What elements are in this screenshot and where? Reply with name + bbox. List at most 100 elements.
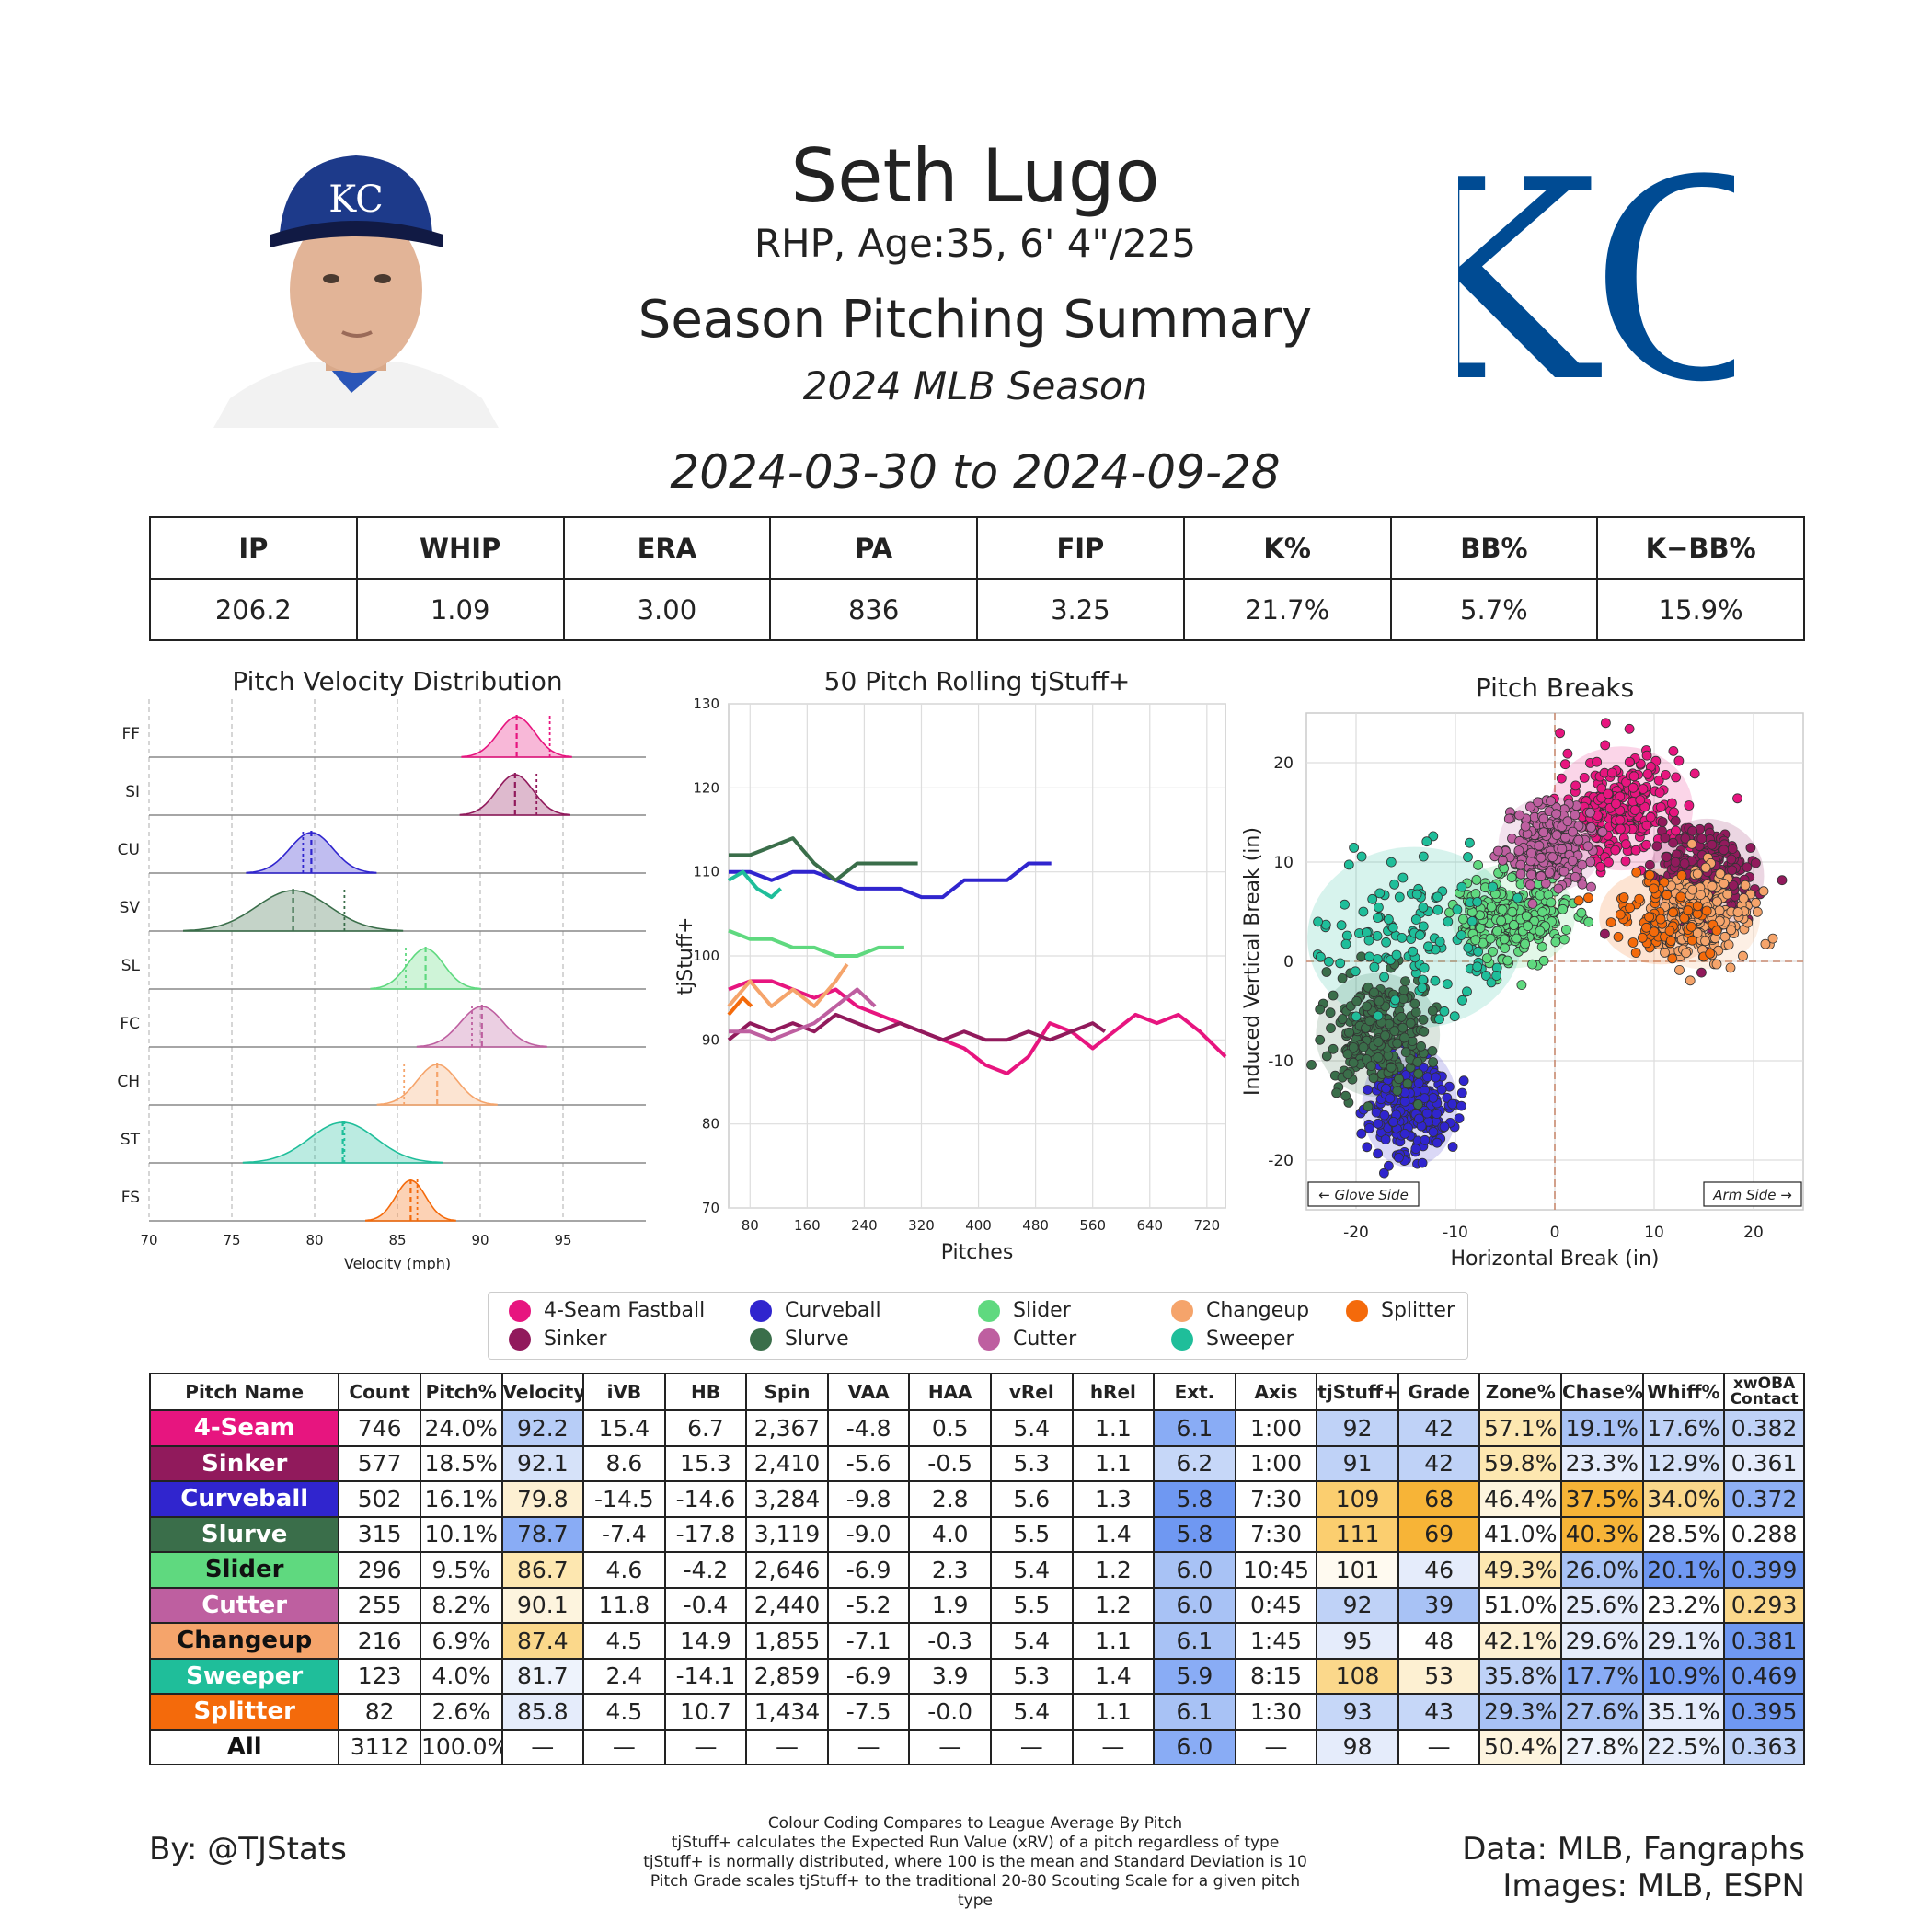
break-point (1740, 880, 1751, 891)
pitch-table-cell: 6.9% (419, 1622, 503, 1660)
break-point (1674, 964, 1685, 975)
break-point (1627, 782, 1639, 793)
pitch-table-cell: 59.8% (1478, 1444, 1563, 1482)
legend-item: Slurve (750, 1327, 849, 1352)
break-point (1692, 868, 1703, 880)
pitch-table-cell: 1.2 (1071, 1586, 1156, 1624)
break-point (1399, 1096, 1410, 1107)
pitch-table-cell: -5.6 (826, 1444, 911, 1482)
break-point (1363, 1101, 1374, 1112)
break-point (1642, 769, 1653, 779)
break-point (1380, 1030, 1391, 1041)
break-point (1641, 820, 1652, 831)
arm-side-label: Arm Side → (1712, 1187, 1792, 1203)
break-point (1358, 906, 1369, 917)
break-point (1649, 883, 1659, 894)
pitch-name-cell: Splitter (148, 1693, 340, 1731)
break-point (1521, 911, 1532, 922)
break-point (1523, 921, 1534, 932)
break-point (1463, 852, 1473, 862)
pitch-table-cell: 111 (1316, 1515, 1399, 1553)
pitch-table-cell: 2,410 (745, 1444, 829, 1482)
break-point (1379, 1110, 1390, 1121)
legend-item: Slider (978, 1298, 1071, 1324)
break-point (1399, 1032, 1410, 1043)
break-point (1356, 851, 1367, 862)
pitch-table-cell: 29.3% (1478, 1693, 1563, 1731)
pitch-table-cell: — (1071, 1728, 1156, 1765)
pitch-table-cell: 50.4% (1478, 1728, 1563, 1765)
pitch-table-cell: 5.4 (989, 1693, 1074, 1731)
pitch-table-header-cell: Velocity (500, 1373, 585, 1411)
break-point (1473, 946, 1484, 957)
break-point (1686, 935, 1697, 946)
break-point (1432, 891, 1443, 903)
break-point (1603, 788, 1614, 799)
break-point (1454, 1113, 1465, 1124)
break-point (1576, 907, 1587, 918)
summary-title: Season Pitching Summary (638, 290, 1313, 350)
x-tick-label: 70 (140, 1232, 157, 1248)
break-point (1624, 723, 1635, 734)
break-point (1447, 1098, 1458, 1110)
break-point (1644, 859, 1655, 870)
images-credit: Images: MLB, ESPN (1502, 1868, 1805, 1904)
pitch-table-cell: 18.5% (419, 1444, 503, 1482)
break-point (1649, 926, 1660, 937)
pitch-table-cell: 34.0% (1641, 1480, 1726, 1518)
break-point (1389, 879, 1400, 890)
break-point (1509, 920, 1519, 930)
pitch-table-cell: 2.6% (419, 1693, 503, 1731)
pitch-table-cell: -14.1 (663, 1657, 748, 1695)
break-point (1471, 874, 1482, 885)
break-point (1417, 983, 1428, 994)
break-point (1351, 1011, 1362, 1022)
break-point (1547, 852, 1558, 863)
pitch-table-cell: 23.2% (1641, 1586, 1726, 1624)
break-point (1385, 1093, 1396, 1104)
pitch-table-cell: 0.361 (1723, 1444, 1805, 1482)
ridge-label: CH (117, 1073, 140, 1091)
pitch-table-cell: 0.382 (1723, 1409, 1805, 1447)
chart-title: 50 Pitch Rolling tjStuff+ (824, 666, 1131, 696)
y-axis-label: tjStuff+ (674, 917, 697, 995)
break-point (1337, 972, 1348, 983)
pitch-table-cell: 216 (338, 1622, 421, 1660)
legend-item: Splitter (1346, 1298, 1455, 1324)
pitch-table-cell: 79.8 (500, 1480, 585, 1518)
break-point (1540, 878, 1551, 889)
break-point (1421, 836, 1432, 847)
pitch-table-cell: 5.5 (989, 1586, 1074, 1624)
break-point (1651, 841, 1662, 852)
pitch-table-cell: 5.3 (989, 1444, 1074, 1482)
break-point (1684, 800, 1695, 811)
break-point (1397, 1022, 1409, 1033)
break-point (1418, 921, 1429, 932)
break-point (1687, 884, 1698, 895)
break-point (1373, 1148, 1384, 1159)
break-point (1432, 1109, 1443, 1120)
break-point (1396, 1011, 1407, 1022)
break-point (1414, 1113, 1424, 1124)
break-point (1336, 920, 1347, 931)
break-point (1432, 904, 1443, 915)
pitch-table-cell: 5.9 (1153, 1657, 1236, 1695)
break-point (1527, 898, 1538, 909)
pitch-table-cell: -7.4 (582, 1515, 666, 1553)
pitch-table-cell: 46 (1397, 1551, 1481, 1589)
pitch-table-cell: 5.8 (1153, 1515, 1236, 1553)
break-point (1470, 889, 1481, 899)
pitch-table-cell: 255 (338, 1586, 421, 1624)
break-point (1456, 881, 1467, 892)
break-point (1627, 937, 1639, 948)
break-point (1472, 896, 1483, 907)
break-point (1356, 1128, 1367, 1139)
pitch-table-cell: 1.1 (1071, 1622, 1156, 1660)
break-point (1631, 867, 1642, 878)
break-point (1600, 740, 1611, 751)
pitch-name-cell: Curveball (148, 1480, 340, 1518)
legend-label: Sinker (544, 1328, 607, 1351)
break-point (1707, 880, 1718, 891)
break-point (1421, 1108, 1432, 1119)
break-point (1670, 857, 1681, 868)
